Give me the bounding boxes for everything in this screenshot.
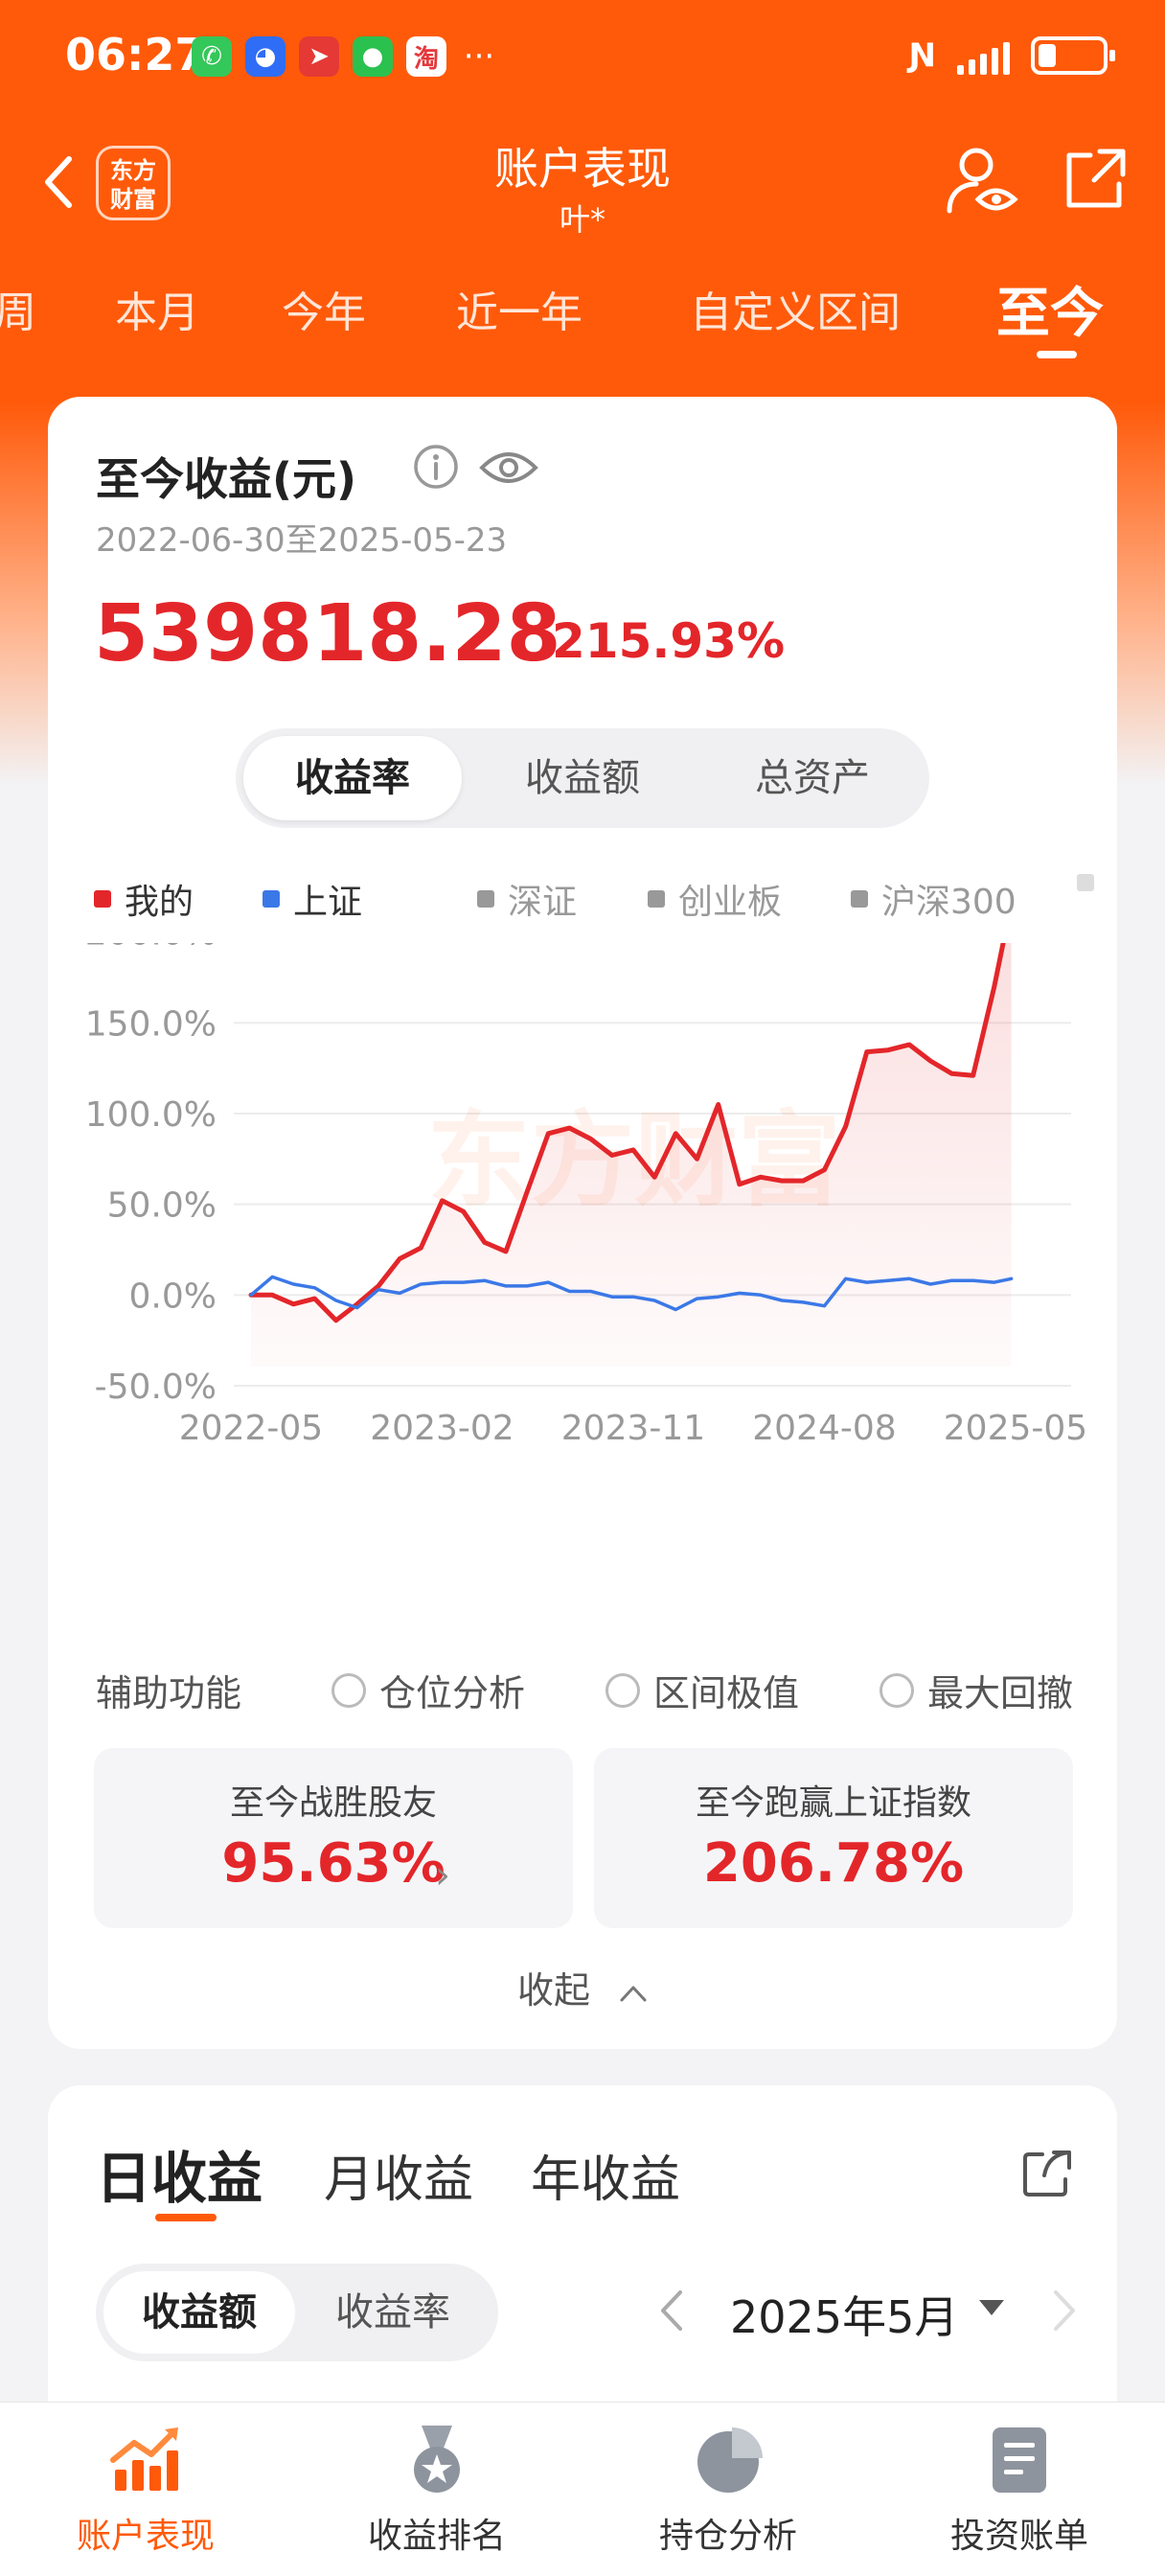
- account-name: 叶*: [559, 201, 605, 238]
- bottom-nav: 账户表现 收益排名 持仓分析 投资账单: [0, 2402, 1165, 2576]
- option-position-analysis[interactable]: 仓位分析: [331, 1664, 525, 1716]
- user-privacy-icon[interactable]: [944, 144, 1020, 220]
- info-icon[interactable]: [412, 443, 460, 491]
- document-icon: [993, 2427, 1046, 2493]
- tab-custom-range[interactable]: 自定义区间: [690, 288, 901, 337]
- legend-more-indicator: [1077, 874, 1094, 891]
- x-tick-label: 2025-05: [944, 1409, 1087, 1448]
- total-profit-rate: 215.93%: [552, 613, 786, 669]
- daily-metric-toggle: 收益额 收益率: [96, 2264, 498, 2361]
- chart-up-icon: [110, 2427, 178, 2491]
- tab-week[interactable]: 周: [0, 288, 36, 337]
- pie-icon: [697, 2427, 763, 2493]
- share-icon[interactable]: [1019, 2145, 1075, 2200]
- app-logo: 东方 财富: [96, 146, 171, 220]
- series-line-上证: [249, 1275, 1014, 1312]
- x-tick-label: 2022-05: [179, 1409, 323, 1448]
- aux-functions: 辅助功能 仓位分析 区间极值 最大回撤: [96, 1664, 1092, 1716]
- share-icon[interactable]: [1062, 146, 1129, 213]
- nav-account-performance[interactable]: 账户表现: [0, 2422, 291, 2558]
- tab-daily-profit[interactable]: 日收益: [96, 2146, 263, 2211]
- legend-swatch: [477, 890, 494, 908]
- radio-icon[interactable]: [879, 1672, 914, 1708]
- back-icon[interactable]: [40, 153, 79, 211]
- chevron-left-icon[interactable]: [657, 2287, 686, 2334]
- active-tab-indicator: [1037, 351, 1077, 358]
- legend-item-shanghai[interactable]: 上证: [263, 874, 362, 924]
- segment-profit-amount[interactable]: 收益额: [525, 756, 640, 800]
- stat-beat-peers[interactable]: 至今战胜股友 95.63% ›: [94, 1748, 573, 1928]
- chart-legend: 我的 上证 深证 创业板 沪深300: [94, 874, 1094, 924]
- x-tick-label: 2023-02: [370, 1409, 514, 1448]
- y-tick-label: 150.0%: [85, 1004, 217, 1044]
- tab-monthly-profit[interactable]: 月收益: [324, 2151, 474, 2209]
- nav-position-analysis[interactable]: 持仓分析: [582, 2422, 874, 2558]
- legend-swatch: [851, 890, 868, 908]
- aux-label: 辅助功能: [96, 1672, 242, 1714]
- x-tick-label: 2023-11: [561, 1409, 705, 1448]
- taobao-icon: 淘: [406, 36, 446, 77]
- radio-icon[interactable]: [331, 1672, 366, 1708]
- status-bar: 06:27 ✆ ◕ ➤ ● 淘 ··· Ɲ: [0, 0, 1165, 115]
- legend-item-mine[interactable]: 我的: [94, 874, 194, 924]
- tab-to-date[interactable]: 至今: [996, 283, 1104, 345]
- date-range: 2022-06-30至2025-05-23: [96, 521, 508, 560]
- profit-rate-chart[interactable]: 250.0%200.0%150.0%100.0%50.0%0.0%-50.0%2…: [48, 943, 1117, 1633]
- feishu-icon: ➤: [299, 36, 339, 77]
- option-range-extremes[interactable]: 区间极值: [605, 1664, 799, 1716]
- y-tick-label: 50.0%: [107, 1186, 217, 1226]
- stat-beat-shanghai: 至今跑赢上证指数 206.78%: [594, 1748, 1073, 1928]
- metric-segmented-control: 收益率 收益额 总资产: [236, 728, 929, 828]
- notification-icons: ✆ ◕ ➤ ● 淘 ···: [192, 36, 498, 77]
- legend-item-shenzhen[interactable]: 深证: [477, 874, 577, 924]
- battery-icon: [1031, 36, 1115, 75]
- radio-icon[interactable]: [605, 1672, 640, 1708]
- x-tick-label: 2024-08: [752, 1409, 896, 1448]
- nav-profit-ranking[interactable]: 收益排名: [291, 2422, 582, 2558]
- y-tick-label: 0.0%: [129, 1276, 217, 1316]
- phone-icon: ✆: [192, 36, 232, 77]
- baidu-icon: ◕: [245, 36, 286, 77]
- y-tick-label: -50.0%: [95, 1368, 217, 1407]
- tab-this-year[interactable]: 今年: [282, 288, 366, 337]
- tab-last-year[interactable]: 近一年: [456, 288, 582, 337]
- chevron-right-icon: ›: [435, 1853, 450, 1898]
- nfc-icon: Ɲ: [908, 36, 936, 75]
- collapse-button[interactable]: 收起: [48, 1961, 1117, 2013]
- period-tabs: 周 本月 今年 近一年 自定义区间 至今: [0, 278, 1165, 355]
- wechat-icon: ●: [353, 36, 393, 77]
- nav-investment-statement[interactable]: 投资账单: [874, 2422, 1165, 2558]
- legend-swatch: [94, 890, 111, 908]
- chevron-right-icon[interactable]: [1050, 2287, 1079, 2334]
- tab-this-month[interactable]: 本月: [115, 288, 199, 337]
- daily-tab-indicator: [155, 2214, 217, 2221]
- segment-daily-rate[interactable]: 收益率: [335, 2290, 450, 2334]
- summary-card: 至今收益(元) 2022-06-30至2025-05-23 539818.28 …: [48, 397, 1117, 2049]
- segment-total-assets[interactable]: 总资产: [755, 756, 870, 800]
- page-title: 账户表现: [494, 143, 671, 195]
- y-tick-label: 200.0%: [85, 943, 217, 954]
- chevron-up-icon: [620, 1986, 647, 2001]
- legend-swatch: [648, 890, 665, 908]
- y-tick-label: 100.0%: [85, 1095, 217, 1135]
- status-time: 06:27: [65, 29, 206, 80]
- series-area-我的: [251, 943, 1012, 1367]
- segment-profit-rate[interactable]: 收益率: [243, 736, 462, 820]
- total-profit-amount: 539818.28: [94, 588, 561, 679]
- legend-swatch: [263, 890, 280, 908]
- series-line-我的: [248, 943, 1006, 1323]
- option-max-drawdown[interactable]: 最大回撤: [879, 1664, 1073, 1716]
- medal-icon: [414, 2426, 460, 2493]
- eye-icon[interactable]: [479, 447, 538, 489]
- tab-yearly-profit[interactable]: 年收益: [531, 2151, 681, 2209]
- legend-item-chinext[interactable]: 创业板: [648, 874, 782, 924]
- summary-title: 至今收益(元): [96, 453, 357, 505]
- month-selector[interactable]: 2025年5月: [730, 2291, 959, 2343]
- caret-down-icon[interactable]: [979, 2300, 1004, 2315]
- signal-icon: [957, 36, 1010, 75]
- legend-item-csi300[interactable]: 沪深300: [851, 874, 1017, 924]
- more-notifications-icon: ···: [463, 37, 495, 76]
- segment-daily-amount[interactable]: 收益额: [103, 2271, 295, 2354]
